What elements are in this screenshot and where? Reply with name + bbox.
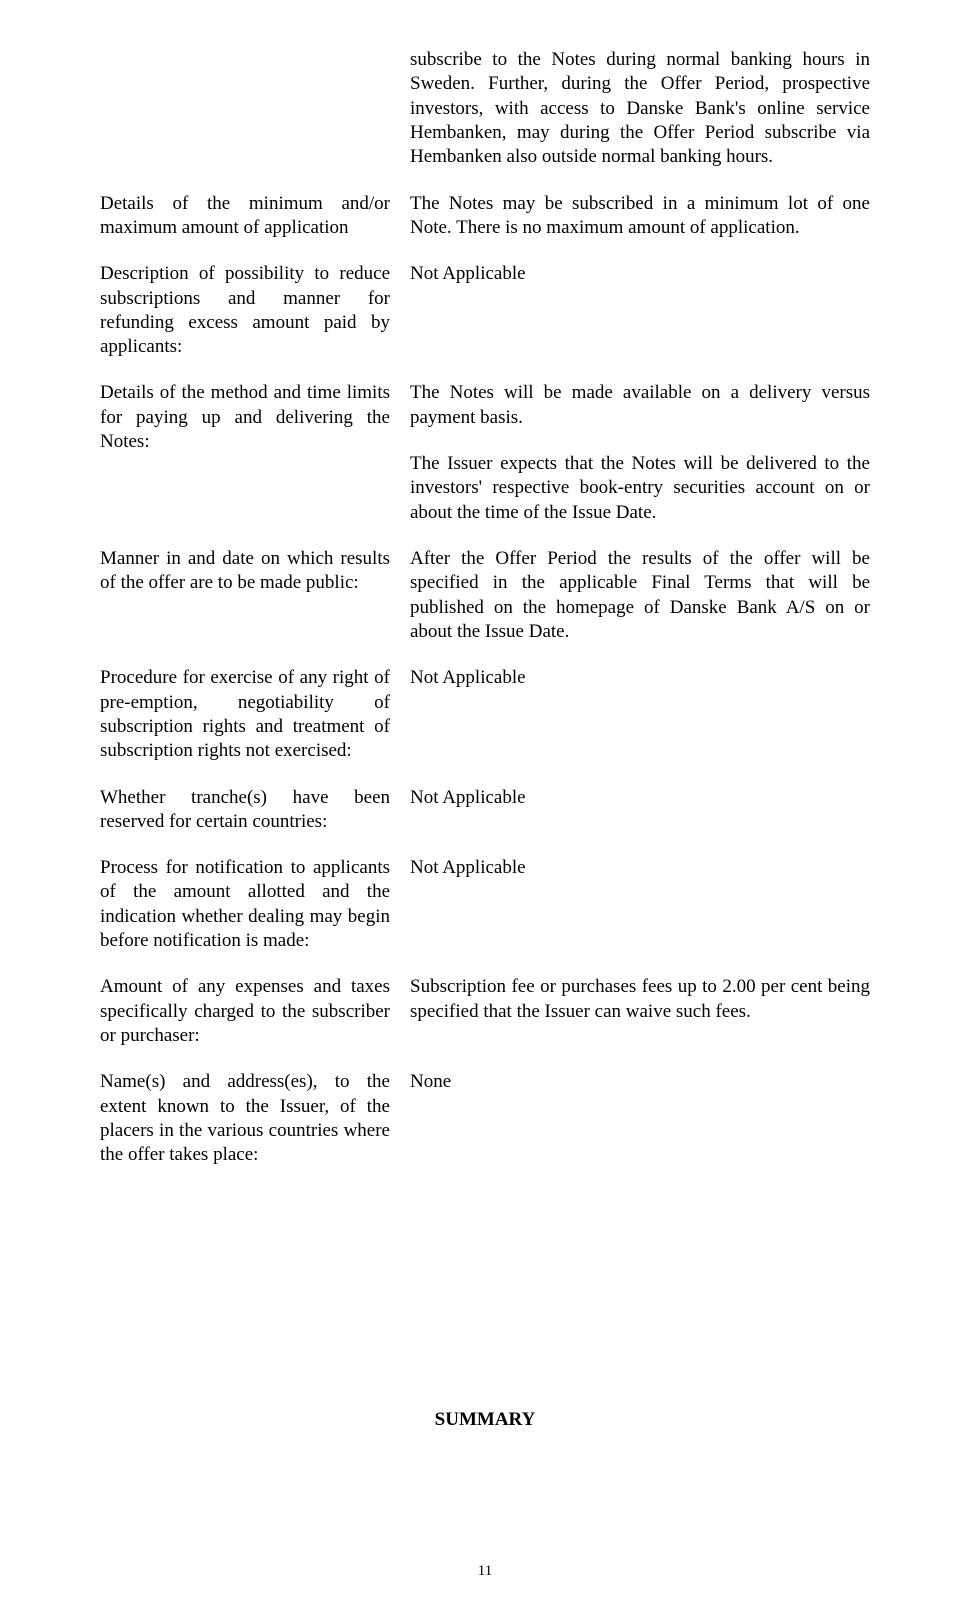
term-label: Manner in and date on which results of t… bbox=[100, 547, 410, 644]
term-row: Amount of any expenses and taxes specifi… bbox=[100, 975, 870, 1048]
term-value: None bbox=[410, 1070, 870, 1167]
term-row: Description of possibility to reduce sub… bbox=[100, 262, 870, 359]
term-value-paragraph: Subscription fee or purchases fees up to… bbox=[410, 975, 870, 1024]
page-number: 11 bbox=[100, 1562, 870, 1581]
term-row: Name(s) and address(es), to the extent k… bbox=[100, 1070, 870, 1167]
term-value: The Notes will be made available on a de… bbox=[410, 381, 870, 525]
term-value-paragraph: The Notes may be subscribed in a minimum… bbox=[410, 192, 870, 241]
term-label: Name(s) and address(es), to the extent k… bbox=[100, 1070, 410, 1167]
term-label: Description of possibility to reduce sub… bbox=[100, 262, 410, 359]
term-row: Process for notification to applicants o… bbox=[100, 856, 870, 953]
term-value: Not Applicable bbox=[410, 856, 870, 953]
term-row: Manner in and date on which results of t… bbox=[100, 547, 870, 644]
term-label: Amount of any expenses and taxes specifi… bbox=[100, 975, 410, 1048]
term-label: Process for notification to applicants o… bbox=[100, 856, 410, 953]
term-label: Details of the method and time limits fo… bbox=[100, 381, 410, 525]
term-row: subscribe to the Notes during normal ban… bbox=[100, 48, 870, 170]
term-value: The Notes may be subscribed in a minimum… bbox=[410, 192, 870, 241]
term-label: Whether tranche(s) have been reserved fo… bbox=[100, 786, 410, 835]
term-value-paragraph: After the Offer Period the results of th… bbox=[410, 547, 870, 644]
term-value-paragraph: Not Applicable bbox=[410, 786, 870, 810]
term-value: Subscription fee or purchases fees up to… bbox=[410, 975, 870, 1048]
term-value: subscribe to the Notes during normal ban… bbox=[410, 48, 870, 170]
term-value-paragraph: subscribe to the Notes during normal ban… bbox=[410, 48, 870, 170]
term-value-paragraph: None bbox=[410, 1070, 870, 1094]
term-value: After the Offer Period the results of th… bbox=[410, 547, 870, 644]
term-row: Whether tranche(s) have been reserved fo… bbox=[100, 786, 870, 835]
term-value: Not Applicable bbox=[410, 666, 870, 763]
term-label: Details of the minimum and/or maximum am… bbox=[100, 192, 410, 241]
term-row: Details of the minimum and/or maximum am… bbox=[100, 192, 870, 241]
term-value-paragraph: Not Applicable bbox=[410, 262, 870, 286]
term-value-paragraph: The Issuer expects that the Notes will b… bbox=[410, 452, 870, 525]
term-label: Procedure for exercise of any right of p… bbox=[100, 666, 410, 763]
term-value-paragraph: The Notes will be made available on a de… bbox=[410, 381, 870, 430]
term-value: Not Applicable bbox=[410, 262, 870, 359]
term-value-paragraph: Not Applicable bbox=[410, 666, 870, 690]
term-value-paragraph: Not Applicable bbox=[410, 856, 870, 880]
term-row: Procedure for exercise of any right of p… bbox=[100, 666, 870, 763]
summary-heading: SUMMARY bbox=[100, 1408, 870, 1432]
term-row: Details of the method and time limits fo… bbox=[100, 381, 870, 525]
term-label bbox=[100, 48, 410, 170]
term-value: Not Applicable bbox=[410, 786, 870, 835]
